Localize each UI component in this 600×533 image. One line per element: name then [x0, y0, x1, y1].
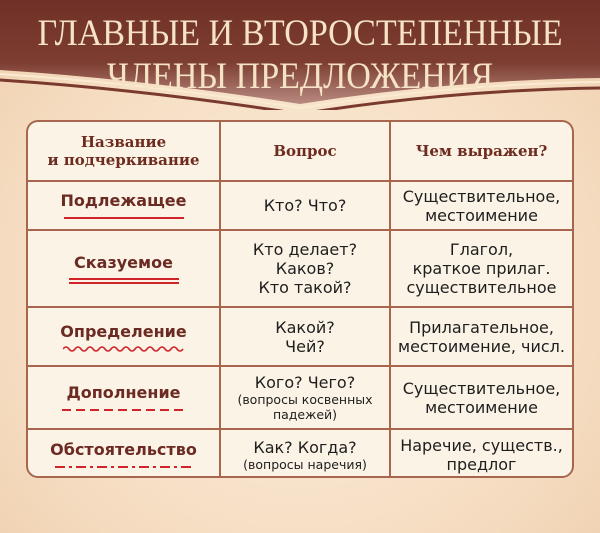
- expressed-text: Прилагательное,: [409, 317, 554, 337]
- table-row: Сказуемое Кто делает? Каков? Кто такой? Гл…: [28, 231, 572, 308]
- single-underline-icon: [63, 216, 184, 219]
- expressed-cell: Прилагательное, местоимение, числ.: [391, 308, 572, 365]
- table-row: Подлежащее Кто? Что? Существительное, мес…: [28, 182, 572, 231]
- expressed-cell: Существительное, местоимение: [391, 182, 572, 229]
- expressed-text: Существительное,: [402, 378, 561, 398]
- expressed-cell: Существительное, местоимение: [391, 367, 572, 428]
- name-cell: Определение: [28, 308, 221, 365]
- question-text: Каков?: [275, 259, 335, 278]
- member-name: Определение: [60, 321, 187, 341]
- question-cell: Кто делает? Каков? Кто такой?: [221, 231, 391, 306]
- expressed-text: местоимение: [425, 205, 538, 225]
- expressed-text: Наречие, существ.,: [400, 436, 563, 455]
- table-row: Дополнение Кого? Чего? (вопросы косвенных…: [28, 367, 572, 430]
- members-table: Название и подчеркивание Вопрос Чем выраж…: [26, 120, 574, 478]
- question-text: Кто делает?: [252, 240, 358, 259]
- question-note: (вопросы наречия): [243, 457, 367, 472]
- expressed-text: местоимение, числ.: [398, 336, 565, 356]
- expressed-text: Глагол,: [449, 240, 514, 259]
- expressed-text: Существительное,: [402, 186, 561, 206]
- expressed-cell: Наречие, существ., предлог: [391, 430, 572, 476]
- header-expressed: Чем выражен?: [415, 142, 548, 160]
- header-question: Вопрос: [221, 122, 391, 180]
- table-row: Обстоятельство Как? Когда? (вопросы нареч…: [28, 430, 572, 476]
- double-underline-icon: [68, 277, 179, 284]
- member-name: Сказуемое: [74, 252, 173, 272]
- table-row: Определение Какой? Чей? Прилагательное, ме…: [28, 308, 572, 367]
- header-name: Название и подчеркивание: [28, 122, 221, 180]
- name-cell: Дополнение: [28, 367, 221, 428]
- dashed-underline-icon: [61, 408, 186, 411]
- question-text: Какой?: [275, 317, 335, 337]
- question-note: (вопросы косвенных падежей): [237, 392, 373, 422]
- question-text: Кого? Чего?: [254, 373, 356, 392]
- wavy-underline-icon: [62, 345, 184, 352]
- question-text: Чей?: [285, 336, 325, 356]
- member-name: Подлежащее: [60, 190, 187, 210]
- member-name: Обстоятельство: [50, 440, 197, 459]
- name-cell: Обстоятельство: [28, 430, 221, 476]
- title-banner: [0, 0, 600, 110]
- expressed-text: местоимение: [425, 397, 538, 417]
- table-header-row: Название и подчеркивание Вопрос Чем выраж…: [28, 122, 572, 182]
- expressed-text: краткое прилаг.: [412, 259, 551, 278]
- title-line-1: ГЛАВНЫЕ И ВТОРОСТЕПЕННЫЕ: [37, 13, 563, 54]
- question-cell: Какой? Чей?: [221, 308, 391, 365]
- dash-dot-underline-icon: [54, 466, 193, 468]
- expressed-cell: Глагол, краткое прилаг. существительное: [391, 231, 572, 306]
- question-cell: Кто? Что?: [221, 182, 391, 229]
- header-name-line1: Название: [80, 133, 167, 151]
- name-cell: Сказуемое: [28, 231, 221, 306]
- expressed-text: существительное: [406, 278, 557, 297]
- member-name: Дополнение: [66, 382, 181, 402]
- question-cell: Как? Когда? (вопросы наречия): [221, 430, 391, 476]
- title-line-2: ЧЛЕНЫ ПРЕДЛОЖЕНИЯ: [106, 56, 494, 97]
- question-cell: Кого? Чего? (вопросы косвенных падежей): [221, 367, 391, 428]
- question-text: Как? Когда?: [253, 438, 357, 457]
- question-text: Кто? Что?: [263, 196, 347, 215]
- header-name-line2: и подчеркивание: [47, 151, 200, 169]
- expressed-text: предлог: [446, 455, 517, 474]
- name-cell: Подлежащее: [28, 182, 221, 229]
- question-text: Кто такой?: [258, 278, 352, 297]
